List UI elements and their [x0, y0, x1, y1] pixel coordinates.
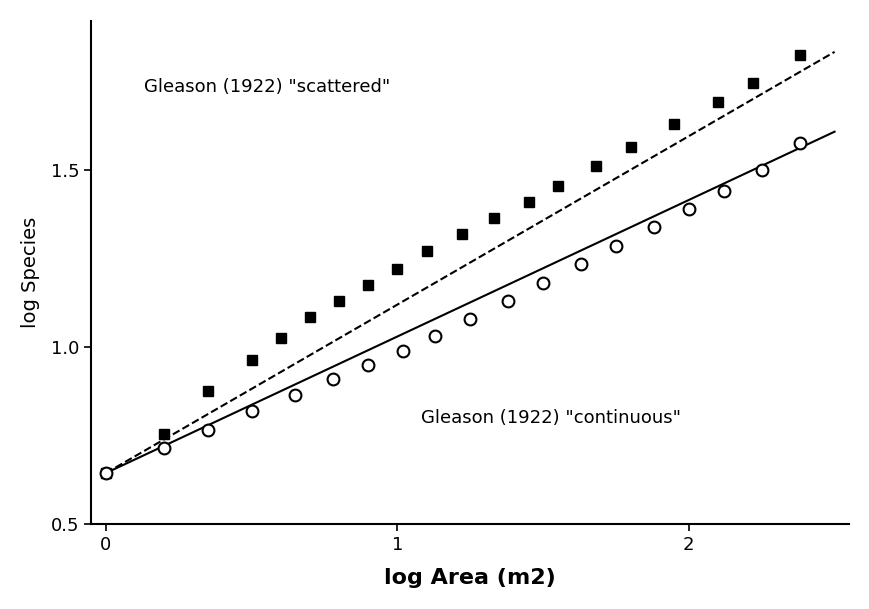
Text: Gleason (1922) "continuous": Gleason (1922) "continuous"	[421, 409, 680, 428]
Text: Gleason (1922) "scattered": Gleason (1922) "scattered"	[143, 78, 389, 96]
X-axis label: log Area (m2): log Area (m2)	[384, 568, 555, 588]
Y-axis label: log Species: log Species	[21, 217, 40, 328]
